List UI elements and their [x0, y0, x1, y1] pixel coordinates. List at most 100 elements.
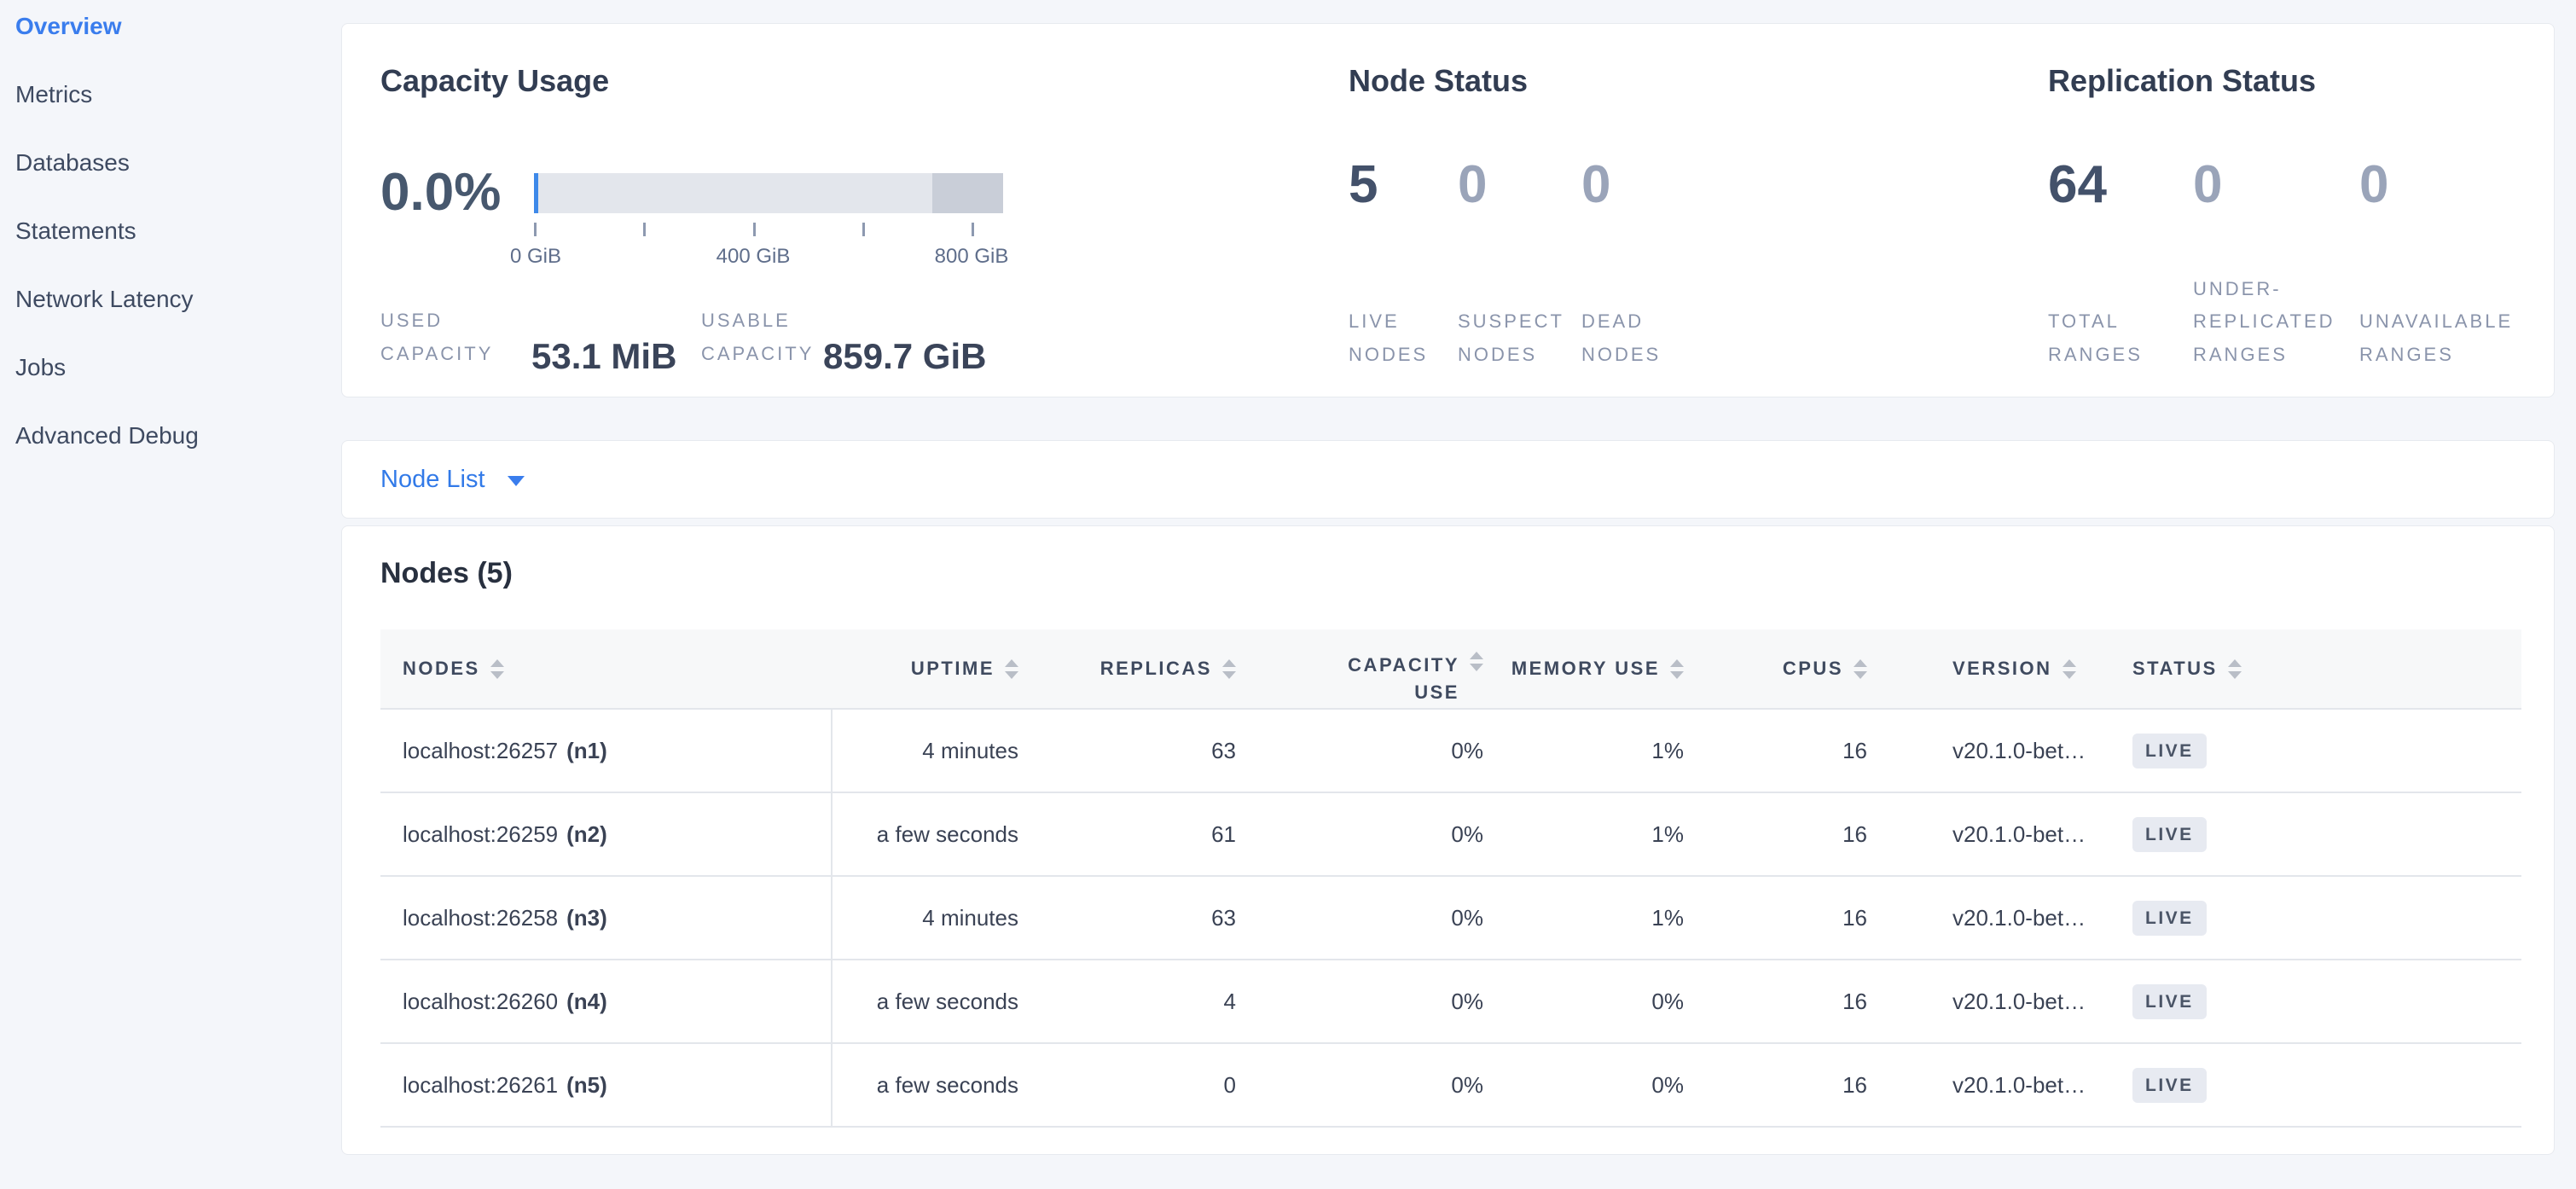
column-header-capacity-use[interactable]: CAPACITY USE: [1255, 631, 1502, 706]
memory-use-cell: 1%: [1651, 737, 1684, 763]
version-text: v20.1.0-bet…: [1952, 1071, 2086, 1098]
node-link[interactable]: localhost:26260: [403, 988, 559, 1014]
capacity-bar-chart: 0 GiB 400 GiB 800 GiB: [510, 173, 1008, 276]
status-badge: LIVE: [2132, 1067, 2207, 1103]
sidebar-item-overview[interactable]: Overview: [15, 13, 122, 39]
status-cell: LIVE: [2103, 793, 2521, 875]
axis-tick-label: 800 GiB: [934, 245, 1009, 268]
node-status-labels: LIVE NODES SUSPECT NODES DEAD NODES: [1349, 305, 1661, 371]
replicas-cell: 63: [1211, 737, 1236, 763]
column-header-replicas[interactable]: REPLICAS: [1037, 658, 1255, 680]
under-replicated-ranges-count: 0: [2193, 155, 2223, 214]
cpus-cell: 16: [1842, 1071, 1867, 1098]
version-text: v20.1.0-bet…: [1952, 737, 2086, 763]
version-cell: v20.1.0-bet…: [1886, 1044, 2103, 1126]
chevron-down-icon: [507, 476, 525, 486]
cpus-cell: 16: [1842, 821, 1867, 847]
node-link[interactable]: localhost:26257: [403, 737, 559, 763]
table-row: localhost:26259 (n2) a few seconds 61 0%…: [380, 793, 2521, 877]
column-header-nodes[interactable]: NODES: [380, 658, 833, 680]
column-header-label: CAPACITY USE: [1348, 654, 1459, 703]
column-header-label: CPUS: [1782, 658, 1843, 679]
sidebar-item-advanced-debug[interactable]: Advanced Debug: [15, 422, 199, 449]
capacity-stats: USED CAPACITY 53.1 MiB USABLE CAPACITY 8…: [380, 304, 986, 374]
node-status-section: Node Status 5 0 0 LIVE NODES SUSPECT NOD…: [1349, 24, 2031, 397]
column-header-label: MEMORY USE: [1511, 658, 1660, 679]
sort-icon: [2062, 658, 2076, 679]
sidebar-item-network-latency[interactable]: Network Latency: [15, 286, 194, 312]
node-id: (n4): [566, 988, 607, 1014]
suspect-nodes-label: SUSPECT NODES: [1458, 310, 1564, 365]
total-ranges-count: 64: [2048, 155, 2107, 214]
axis-tick-label: 0 GiB: [509, 245, 562, 268]
sort-icon: [1854, 658, 1867, 679]
sidebar-item-jobs[interactable]: Jobs: [15, 354, 67, 380]
usable-capacity-label: USABLE CAPACITY: [701, 310, 815, 364]
column-header-status[interactable]: STATUS: [2103, 658, 2521, 680]
cpus-cell: 16: [1842, 988, 1867, 1014]
node-id: (n1): [566, 737, 607, 763]
replicas-cell: 61: [1211, 821, 1236, 847]
total-ranges-label: TOTAL RANGES: [2048, 310, 2143, 365]
version-text: v20.1.0-bet…: [1952, 904, 2086, 931]
live-nodes-label: LIVE NODES: [1349, 310, 1429, 365]
nodes-table-header: NODES UPTIME REPLICAS CAPACITY USE MEMOR…: [380, 629, 2521, 710]
sidebar-item-metrics[interactable]: Metrics: [15, 81, 93, 107]
uptime-cell: 4 minutes: [922, 904, 1018, 931]
suspect-nodes-count: 0: [1458, 155, 1488, 214]
sidebar-item-databases[interactable]: Databases: [15, 149, 130, 176]
sidebar-item-statements[interactable]: Statements: [15, 218, 136, 244]
column-header-label: STATUS: [2132, 658, 2218, 679]
sort-icon: [2227, 658, 2242, 679]
unavailable-ranges-count: 0: [2359, 155, 2389, 214]
version-cell: v20.1.0-bet…: [1886, 960, 2103, 1042]
node-status-values: 5 0 0: [1349, 159, 1610, 212]
column-header-cpus[interactable]: CPUS: [1703, 658, 1886, 680]
column-header-label: NODES: [403, 658, 480, 679]
capacity-bar-used-marker: [534, 173, 538, 213]
status-badge: LIVE: [2132, 816, 2207, 852]
status-cell: LIVE: [2103, 1044, 2521, 1126]
replication-status-title: Replication Status: [2048, 63, 2317, 98]
cluster-overview-card: Capacity Usage 0.0% 0 GiB 400 GiB 800 Gi…: [341, 23, 2555, 397]
sort-icon: [1222, 658, 1236, 679]
node-link[interactable]: localhost:26258: [403, 904, 559, 931]
under-replicated-ranges-label: UNDER- REPLICATED RANGES: [2193, 277, 2335, 365]
sort-icon: [490, 658, 504, 679]
usable-capacity-value: 859.7 GiB: [823, 336, 987, 376]
column-header-label: VERSION: [1952, 658, 2052, 679]
replication-status-section: Replication Status 64 0 0 TOTAL RANGES U…: [2048, 24, 2551, 397]
column-header-memory-use[interactable]: MEMORY USE: [1502, 658, 1703, 680]
status-badge: LIVE: [2132, 733, 2207, 768]
capacity-use-cell: 0%: [1451, 988, 1483, 1014]
version-cell: v20.1.0-bet…: [1886, 710, 2103, 792]
node-link[interactable]: localhost:26261: [403, 1071, 559, 1098]
capacity-use-cell: 0%: [1451, 1071, 1483, 1098]
sidebar: Overview Metrics Databases Statements Ne…: [0, 0, 338, 1189]
node-list-selector-card: Node List: [341, 440, 2555, 519]
column-header-uptime[interactable]: UPTIME: [833, 658, 1037, 680]
node-id: (n2): [566, 821, 607, 847]
capacity-usage-title: Capacity Usage: [380, 63, 610, 98]
used-capacity-label: USED CAPACITY: [380, 310, 494, 364]
version-cell: v20.1.0-bet…: [1886, 877, 2103, 959]
column-header-label: REPLICAS: [1099, 658, 1212, 679]
capacity-use-cell: 0%: [1451, 821, 1483, 847]
replicas-cell: 63: [1211, 904, 1236, 931]
status-badge: LIVE: [2132, 983, 2207, 1019]
node-link[interactable]: localhost:26259: [403, 821, 559, 847]
nodes-table-body: localhost:26257 (n1) 4 minutes 63 0% 1% …: [380, 710, 2521, 1128]
column-header-version[interactable]: VERSION: [1886, 658, 2103, 680]
axis-tick: [862, 223, 865, 236]
uptime-cell: 4 minutes: [922, 737, 1018, 763]
node-list-dropdown[interactable]: Node List: [380, 466, 525, 494]
version-text: v20.1.0-bet…: [1952, 988, 2086, 1014]
memory-use-cell: 0%: [1651, 1071, 1684, 1098]
axis-tick: [972, 223, 974, 236]
axis-tick: [643, 223, 646, 236]
capacity-usage-section: Capacity Usage 0.0% 0 GiB 400 GiB 800 Gi…: [380, 24, 1336, 397]
table-row: localhost:26261 (n5) a few seconds 0 0% …: [380, 1044, 2521, 1128]
uptime-cell: a few seconds: [876, 1071, 1018, 1098]
table-row: localhost:26257 (n1) 4 minutes 63 0% 1% …: [380, 710, 2521, 793]
version-cell: v20.1.0-bet…: [1886, 793, 2103, 875]
